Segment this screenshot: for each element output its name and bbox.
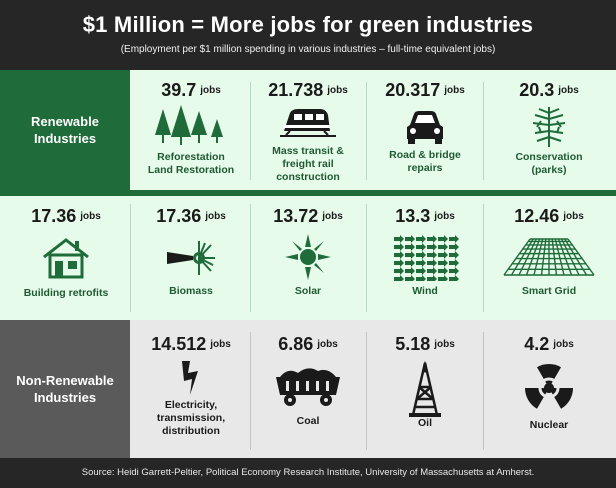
stat-mass-transit: 21.738 jobs Mass transit & freight rail c… [256,80,360,184]
renewable-section-label: Renewable Industries [0,70,130,190]
car-icon [372,109,478,147]
stat-building-retrofits: 17.36 jobs Building retrofits [6,206,126,300]
coal-cart-icon [256,365,360,411]
source-footer: Source: Heidi Garrett-Peltier, Political… [0,458,616,488]
divider [483,204,484,312]
stat-nuclear: 4.2 jobs Nuclear [489,334,609,432]
page-title: $1 Million = More jobs for green industr… [82,12,534,37]
divider [250,332,251,450]
non-renewable-section-label: Non-Renewable Industries [0,320,130,458]
stat-oil: 5.18 jobs Oil [372,334,478,430]
stat-coal: 6.86 jobs Coal [256,334,360,428]
divider [250,82,251,180]
pine-branch-icon [489,105,609,149]
grid-icon [489,235,609,281]
lightning-icon [136,359,246,397]
trees-icon [138,105,244,149]
stat-reforestation: 39.7 jobs Reforestation Land Restoration [138,80,244,177]
divider [366,204,367,312]
divider [483,332,484,450]
stat-solar: 13.72 jobs Solar [256,206,360,298]
divider [483,82,484,180]
house-icon [6,237,126,281]
wind-arrows-icon [372,233,478,281]
stat-road-bridge: 20.317 jobs Road & bridge repairs [372,80,478,175]
stat-wind: 13.3 jobs Wind [372,206,478,298]
stat-conservation: 20.3 jobs Conservation (parks) [489,80,609,177]
stat-electricity: 14.512 jobs Electricity, transmission, di… [136,334,246,438]
divider [366,82,367,180]
stat-biomass: 17.36 jobs Biomass [136,206,246,298]
divider [366,332,367,450]
sun-icon [256,233,360,281]
divider [250,204,251,312]
header: $1 Million = More jobs for green industr… [0,0,616,70]
radiation-icon [489,363,609,413]
oil-derrick-icon [372,359,478,417]
divider [130,204,131,312]
biomass-icon [136,235,246,281]
stat-smart-grid: 12.46 jobs Smart Grid [489,206,609,298]
page-subtitle: (Employment per $1 million spending in v… [120,44,496,55]
train-icon [256,105,360,143]
